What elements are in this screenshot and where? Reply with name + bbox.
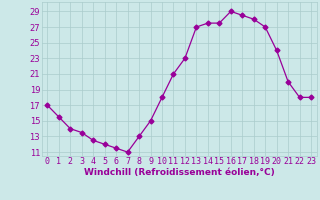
- X-axis label: Windchill (Refroidissement éolien,°C): Windchill (Refroidissement éolien,°C): [84, 168, 275, 177]
